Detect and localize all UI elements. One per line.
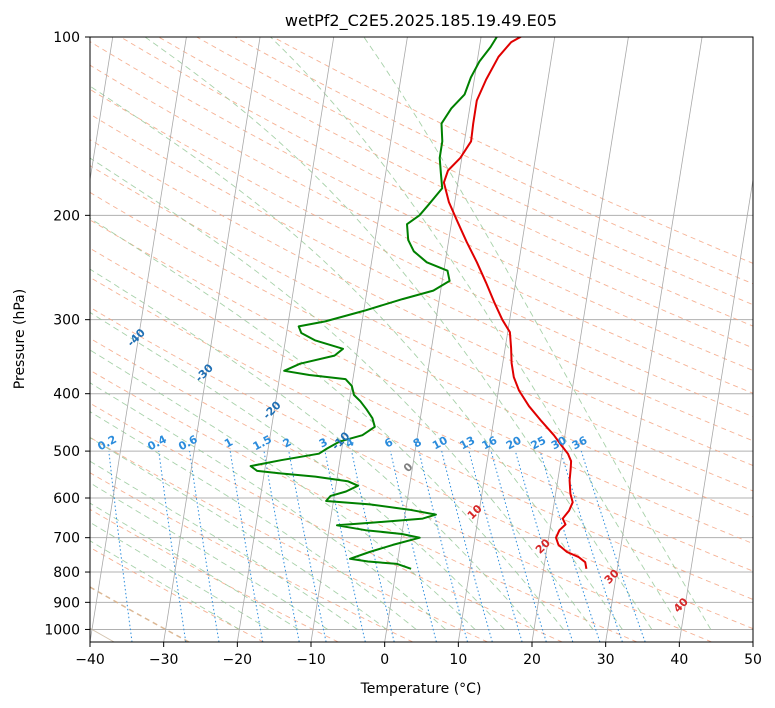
mixing-ratio-line <box>189 451 220 642</box>
dry-adiabat-line <box>120 37 753 349</box>
isotherm-line <box>457 37 556 642</box>
x-tick-label: 40 <box>670 652 688 668</box>
moist-adiabat-line <box>90 411 417 630</box>
mixing-ratio-line <box>324 451 366 642</box>
dry-adiabat-line <box>90 508 339 642</box>
isotherms <box>90 37 753 642</box>
y-tick-label: 1000 <box>44 622 80 638</box>
y-axis-label: Pressure (hPa) <box>12 289 28 389</box>
isotherm-line <box>605 37 703 642</box>
x-tick-label: 30 <box>597 652 615 668</box>
x-tick-label: −30 <box>149 652 179 668</box>
mixing-ratio-line <box>468 450 523 642</box>
dry-adiabat-line <box>90 88 753 418</box>
x-tick-label: −40 <box>75 652 105 668</box>
temperature-profile-line <box>442 37 588 569</box>
mixing-ratio-label: 36 <box>570 434 590 453</box>
moist-adiabat-line <box>90 85 623 630</box>
mixing-ratio-line <box>158 451 187 642</box>
dry-adiabat-line <box>158 37 753 327</box>
mixing-ratio-line <box>490 450 547 642</box>
y-axis-ticks: 100 200 300 400 500 600 700 800 900 1000 <box>44 30 90 638</box>
mixing-ratio-label: 16 <box>480 434 500 453</box>
moist-adiabats <box>90 37 712 630</box>
moist-adiabat-line <box>90 502 299 630</box>
y-tick-label: 100 <box>53 30 80 46</box>
moist-adiabat-line <box>90 460 358 630</box>
y-tick-label: 200 <box>53 208 80 224</box>
y-tick-label: 900 <box>53 595 80 611</box>
mixing-ratio-line <box>418 450 468 642</box>
mixing-ratio-line <box>514 450 574 642</box>
moist-adiabat-line <box>270 37 682 630</box>
mixing-ratio-line <box>441 450 493 642</box>
mixing-ratio-line <box>389 450 437 642</box>
moist-adiabat-line <box>90 217 564 630</box>
mixing-ratio-line <box>263 451 300 642</box>
x-tick-label: 50 <box>744 652 762 668</box>
dry-adiabat-line <box>90 337 712 642</box>
isotherm-line <box>310 37 408 642</box>
isotherm-line <box>236 37 335 642</box>
mixing-ratio-line <box>288 451 327 642</box>
mixing-ratio-line <box>560 450 623 642</box>
mixing-ratio-label: 13 <box>458 434 478 453</box>
y-tick-label: 600 <box>53 491 80 507</box>
moist-adiabat-line <box>90 268 535 630</box>
y-tick-label: 400 <box>53 387 80 403</box>
y-tick-label: 700 <box>53 531 80 547</box>
in-plot-labels: 0.10.20.40.611.52346810131620253036-100-… <box>95 326 691 615</box>
mixing-ratio-label: 20 <box>504 434 524 453</box>
dry-adiabat-line <box>90 247 753 572</box>
isotherm-line <box>90 37 114 183</box>
y-tick-label: 300 <box>53 313 80 329</box>
mixing-ratio-lines <box>108 450 646 642</box>
moist-adiabat-line <box>90 157 594 630</box>
chart-title: wetPf2_C2E5.2025.185.19.49.E05 <box>285 11 557 31</box>
x-axis-label: Temperature (°C) <box>360 681 482 697</box>
dewpoint-profile-line <box>249 37 498 570</box>
moist-adiabat-line <box>144 37 653 630</box>
moist-adiabat-line <box>90 521 270 630</box>
x-tick-label: −10 <box>296 652 326 668</box>
x-tick-label: 0 <box>380 652 389 668</box>
y-tick-label: 500 <box>53 444 80 460</box>
dry-adiabat-line <box>90 219 753 545</box>
isotherm-line <box>531 37 629 642</box>
isotherm-line <box>90 37 187 642</box>
dry-adiabat-line <box>90 402 563 642</box>
mixing-ratio-line <box>539 450 601 642</box>
x-tick-label: −20 <box>223 652 253 668</box>
mixing-ratio-label: 25 <box>529 434 549 453</box>
x-tick-label: 10 <box>449 652 467 668</box>
mixing-ratio-label: 10 <box>430 434 450 453</box>
x-axis-ticks: −40 −30 −20 −10 0 10 20 30 40 50 <box>75 642 762 668</box>
isotherm-line <box>678 177 753 642</box>
isotherm-line <box>384 37 482 642</box>
moist-adiabat-line <box>90 437 387 630</box>
plot-frame <box>89 36 754 643</box>
moist-adiabat-line <box>90 349 476 630</box>
y-tick-label: 800 <box>53 565 80 581</box>
dry-adiabat-line <box>90 113 753 442</box>
mixing-ratio-line <box>108 451 133 642</box>
isotherm-line <box>163 37 261 642</box>
moist-adiabat-line <box>363 37 712 630</box>
x-tick-label: 20 <box>523 652 541 668</box>
mixing-ratio-line <box>580 450 646 642</box>
dry-adiabat-line <box>90 369 638 642</box>
mixing-ratio-line <box>351 450 395 642</box>
mixing-ratio-label: 30 <box>549 434 569 453</box>
mixing-ratio-line <box>229 451 264 642</box>
moist-adiabat-line <box>90 382 446 630</box>
sounding-profiles <box>249 37 588 570</box>
dry-adiabat-line <box>90 64 753 394</box>
moist-adiabat-line <box>90 482 328 630</box>
